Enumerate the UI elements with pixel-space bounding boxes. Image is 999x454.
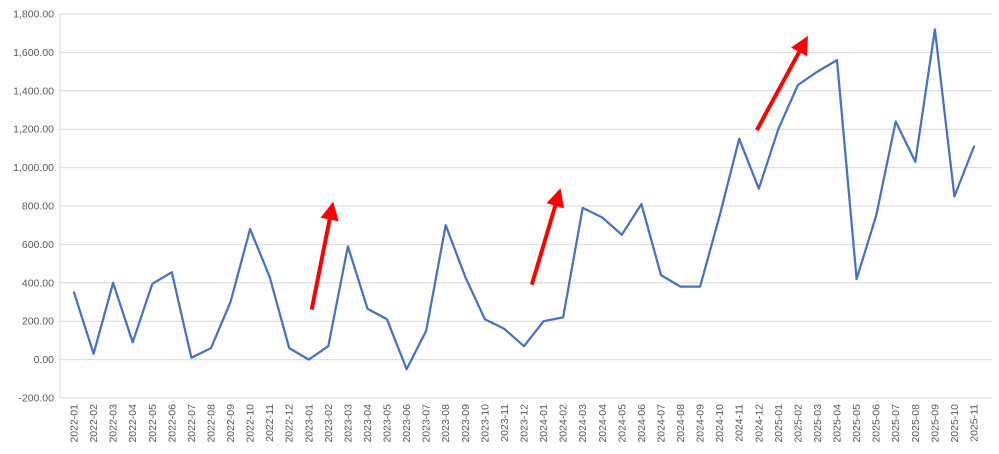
y-axis-label: 1,600.00 (13, 47, 54, 59)
y-axis-label: 1,000.00 (13, 162, 54, 174)
x-axis-label: 2024-03 (577, 404, 589, 443)
x-axis-label: 2023-09 (460, 404, 472, 443)
x-axis-label: 2022-12 (284, 404, 296, 443)
x-axis-label: 2025-10 (949, 404, 961, 443)
y-axis-label: -200.00 (18, 393, 54, 405)
y-axis-label: 1,800.00 (13, 9, 54, 21)
trend-arrow (755, 35, 808, 132)
x-axis-label: 2023-05 (382, 404, 394, 443)
x-axis-label: 2023-10 (479, 404, 491, 443)
x-axis-label: 2023-06 (401, 404, 413, 443)
x-axis-label: 2024-07 (656, 404, 668, 443)
y-axis-label: 800.00 (22, 201, 54, 213)
x-axis-label: 2025-11 (969, 404, 981, 442)
trend-arrow (529, 188, 565, 286)
x-axis-label: 2024-09 (695, 404, 707, 443)
y-axis-label: 200.00 (22, 316, 54, 328)
trend-arrow (309, 201, 339, 311)
x-axis-label: 2022-08 (206, 404, 218, 443)
x-axis-label: 2024-05 (616, 404, 628, 443)
x-axis-label: 2023-07 (421, 404, 433, 443)
x-axis-label: 2022-10 (245, 404, 257, 443)
x-axis-label: 2022-04 (127, 404, 139, 443)
x-axis-label: 2025-03 (812, 404, 824, 443)
x-axis-label: 2025-08 (910, 404, 922, 443)
x-axis-label: 2023-11 (499, 404, 511, 442)
x-axis-label: 2022-02 (88, 404, 100, 443)
y-axis-label: 400.00 (22, 277, 54, 289)
x-axis-label: 2025-09 (929, 404, 941, 443)
x-axis-label: 2025-06 (871, 404, 883, 443)
x-axis-label: 2022-01 (69, 404, 81, 443)
x-axis-label: 2023-01 (303, 404, 315, 443)
x-axis-label: 2024-04 (597, 404, 609, 443)
y-axis-label: 0.00 (34, 354, 55, 366)
x-axis-label: 2023-02 (323, 404, 335, 443)
x-axis-label: 2023-12 (519, 404, 531, 443)
x-axis-label: 2022-07 (186, 404, 198, 443)
x-axis-label: 2022-06 (166, 404, 178, 443)
x-axis-label: 2023-04 (362, 404, 374, 443)
x-axis-label: 2024-02 (558, 404, 570, 443)
x-axis-label: 2022-11 (264, 404, 276, 442)
x-axis-label: 2025-05 (851, 404, 863, 443)
x-axis-label: 2023-03 (342, 404, 354, 443)
x-axis-label: 2024-01 (538, 404, 550, 443)
x-axis-label: 2024-08 (675, 404, 687, 443)
x-axis-label: 2024-11 (734, 404, 746, 442)
x-axis-label: 2022-05 (147, 404, 159, 443)
x-axis-label: 2024-12 (753, 404, 765, 443)
x-axis-label: 2022-03 (108, 404, 120, 443)
y-axis-label: 600.00 (22, 239, 54, 251)
x-axis-label: 2022-09 (225, 404, 237, 443)
x-axis-label: 2025-04 (832, 404, 844, 443)
x-axis-label: 2023-08 (440, 404, 452, 443)
x-axis-label: 2025-01 (773, 404, 785, 443)
x-axis-label: 2025-02 (792, 404, 804, 443)
x-axis-label: 2024-10 (714, 404, 726, 443)
y-axis-label: 1,400.00 (13, 85, 54, 97)
x-axis-label: 2025-07 (890, 404, 902, 443)
x-axis-label: 2024-06 (636, 404, 648, 443)
y-axis-label: 1,200.00 (13, 124, 54, 136)
data-line-series (72, 28, 976, 371)
